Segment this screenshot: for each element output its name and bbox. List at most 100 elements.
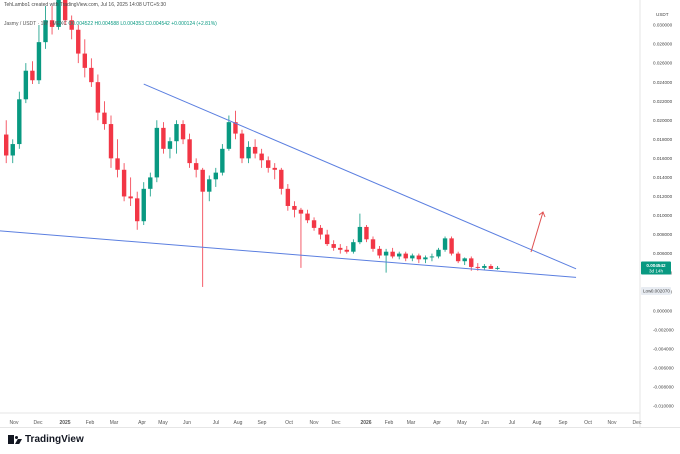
price-tick-label: 0.014000 [653, 175, 673, 180]
candle-body [318, 227, 323, 235]
time-tick-label: Apr [433, 420, 441, 426]
price-tick-label: 0.008000 [653, 232, 673, 237]
time-tick-label: Jun [183, 420, 191, 426]
symbol-name[interactable]: Jasmy / USDT · 1W · MEXC [4, 21, 67, 27]
candle-body [390, 251, 395, 257]
candle-body [331, 244, 336, 248]
candle-body [383, 251, 389, 256]
candle-body [30, 70, 35, 81]
time-tick-label: 2026 [360, 420, 371, 426]
candle-body [89, 67, 94, 83]
candle-body [351, 242, 356, 252]
price-tick-label: 0.018000 [653, 137, 673, 142]
candle-body [403, 253, 408, 259]
price-tick-label: 0.022000 [653, 99, 673, 104]
candle-body [82, 53, 87, 68]
candle-body [344, 249, 349, 252]
time-axis[interactable]: Nov Dec 2025 Feb Mar Apr May Jun Jul Aug Sep Oct Nov… [10, 420, 642, 426]
time-tick-label: Oct [584, 420, 592, 426]
candle-body [259, 153, 264, 161]
candle-body [226, 122, 232, 149]
candle-body [148, 177, 153, 189]
candle-body [121, 169, 127, 197]
candle-body [364, 226, 369, 240]
candles [4, 0, 500, 287]
candle-body [62, 0, 68, 21]
candle-body [128, 196, 133, 199]
price-axis[interactable]: 0.030000 0.028000 0.026000 0.024000 0.022000… [641, 23, 674, 409]
candle-body [462, 258, 467, 262]
candle-body [423, 257, 428, 260]
candle-body [246, 146, 251, 159]
time-tick-label: Apr [138, 420, 146, 426]
candle-body [115, 158, 120, 170]
candle-body [10, 144, 15, 156]
candle-body [213, 172, 218, 180]
time-tick-label: Nov [10, 420, 19, 426]
price-tick-label: 0.028000 [653, 42, 673, 47]
author-line: TehLambo1 created with TradingView.com, … [4, 2, 167, 8]
trendlines[interactable] [0, 83, 577, 278]
tradingview-brand-text: TradingView [25, 434, 84, 445]
candle-body [69, 20, 74, 30]
current-price-badge[interactable] [641, 261, 671, 275]
candle-body [167, 141, 173, 149]
price-tick-label: -0.004000 [653, 346, 674, 351]
currency-label: USDT [656, 12, 669, 17]
time-tick-label: May [158, 420, 168, 426]
time-tick-label: Mar [110, 420, 119, 426]
candle-body [102, 112, 107, 125]
price-tick-label: 0.026000 [653, 61, 673, 66]
time-tick-label: Aug [234, 420, 243, 426]
candle-body [141, 188, 146, 222]
candle-body [410, 255, 415, 259]
candle-body [469, 258, 474, 267]
time-tick-label: Aug [533, 420, 542, 426]
candle-body [416, 255, 422, 260]
tradingview-logo-icon [8, 435, 22, 444]
candle-body [279, 169, 284, 189]
candle-body [495, 267, 500, 269]
candle-body [207, 179, 212, 192]
candle-body [482, 265, 487, 268]
tradingview-logo[interactable]: TradingView [8, 434, 84, 445]
current-price-value: 0.004542 [646, 263, 666, 268]
lower-trendline[interactable] [0, 230, 577, 278]
candle-body [49, 20, 55, 27]
time-tick-label: Nov [608, 420, 617, 426]
plot-background [0, 0, 680, 427]
price-tick-label: 0.012000 [653, 194, 673, 199]
candle-body [272, 167, 277, 170]
low-value: 0.002070 [651, 289, 671, 294]
time-tick-label: Mar [407, 420, 416, 426]
breakout-arrowhead-icon [538, 211, 546, 218]
candle-body [180, 124, 186, 140]
candle-body [200, 169, 205, 192]
candle-body [292, 205, 297, 210]
price-tick-label: -0.006000 [653, 366, 674, 371]
low-label: Low [643, 289, 652, 294]
price-tick-label: 0.030000 [653, 23, 673, 28]
candle-body [23, 70, 29, 100]
candle-body [305, 213, 310, 221]
time-tick-label: Dec [633, 420, 642, 426]
candle-body [370, 239, 376, 249]
candle-body [324, 234, 330, 245]
price-tick-label: 0.016000 [653, 156, 673, 161]
time-tick-label: Oct [285, 420, 293, 426]
candle-body [95, 82, 101, 113]
price-tick-label: 0.020000 [653, 118, 673, 123]
time-tick-label: Jul [509, 420, 515, 426]
time-tick-label: Jul [213, 420, 219, 426]
symbol-legend[interactable]: Jasmy / USDT · 1W · MEXC O0.004522 H0.00… [4, 21, 217, 27]
ohlc-values: O0.004522 H0.004588 L0.004353 C0.004542 … [68, 21, 217, 27]
breakout-arrow[interactable] [530, 211, 544, 253]
upper-trendline[interactable] [143, 83, 577, 270]
price-tick-label: -0.002000 [653, 327, 674, 332]
candle-body [239, 133, 245, 159]
candle-body [187, 139, 192, 164]
low-price-badge[interactable] [641, 287, 671, 296]
time-tick-label: Dec [332, 420, 341, 426]
